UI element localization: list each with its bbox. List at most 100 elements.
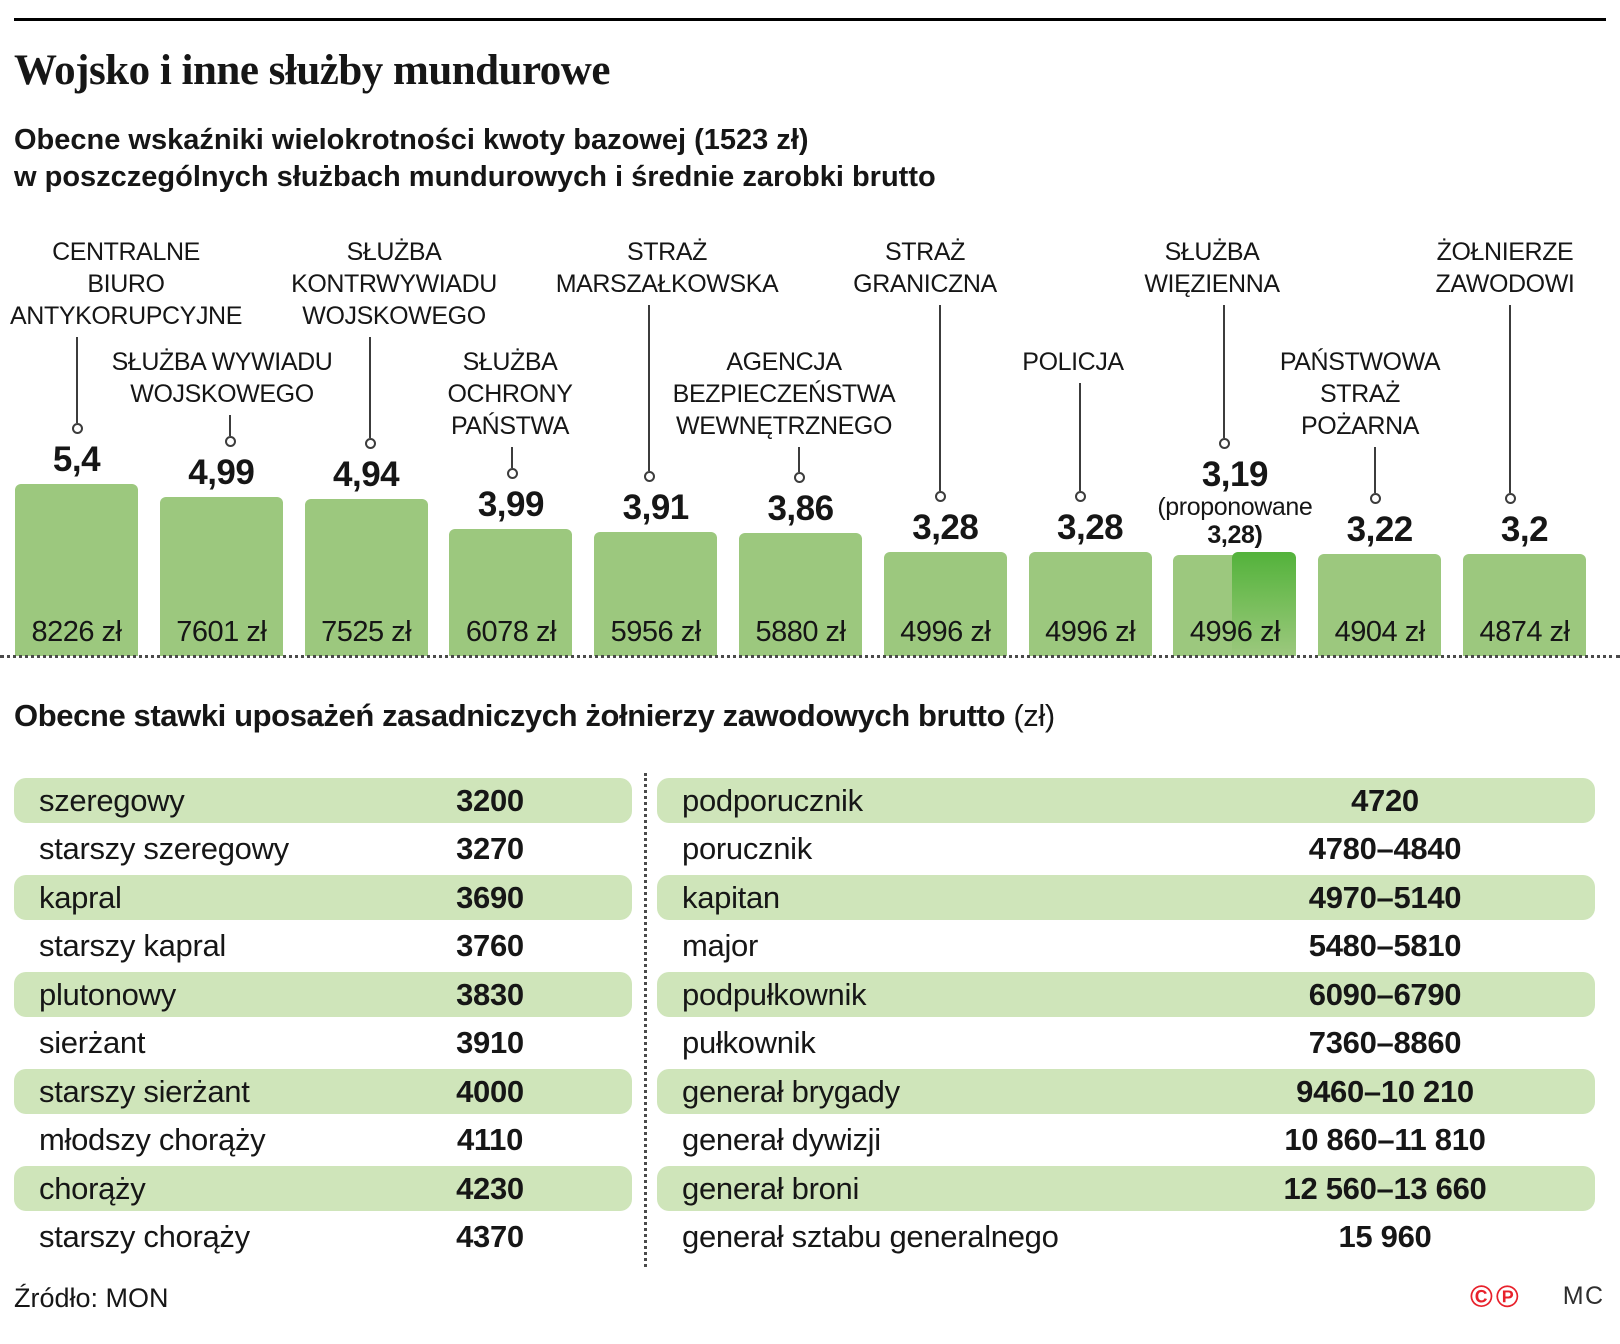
bar-category-label: PAŃSTWOWA STRAŻ POŻARNA bbox=[1279, 348, 1441, 440]
rank-label: generał sztabu generalnego bbox=[682, 1219, 1059, 1254]
table-row: kapral 3690 bbox=[14, 875, 632, 920]
leader-line bbox=[76, 337, 78, 424]
salary-table-right-column: podporucznik 4720 porucznik 4780–4840 kapita… bbox=[657, 778, 1595, 1263]
rank-amount: 12 560–13 660 bbox=[1283, 1170, 1487, 1206]
leader-dot bbox=[72, 423, 83, 435]
rank-label: starszy szeregowy bbox=[39, 831, 289, 866]
table-row: generał brygady 9460–10 210 bbox=[657, 1069, 1595, 1114]
bar-fill bbox=[739, 533, 862, 656]
rank-amount: 7360–8860 bbox=[1308, 1025, 1462, 1060]
rank-amount: 4780–4840 bbox=[1308, 831, 1462, 866]
bar-fill bbox=[1028, 551, 1152, 656]
bar-multiplier-value: 3,19 (proponowane 3,28) bbox=[1157, 454, 1313, 549]
table-row: major 5480–5810 bbox=[657, 924, 1595, 969]
bar-multiplier-value: 3,99 bbox=[477, 485, 545, 525]
leader-dot bbox=[225, 436, 236, 448]
bar-multiplier-value: 3,22 bbox=[1346, 509, 1414, 549]
chart-bar: 4904 zł bbox=[1318, 553, 1442, 656]
chart-bar: 4874 zł bbox=[1463, 554, 1586, 656]
rank-amount: 3830 bbox=[456, 976, 524, 1012]
bar-salary-label: 6078 zł bbox=[465, 615, 557, 648]
rank-label: młodszy chorąży bbox=[39, 1122, 266, 1157]
bar-salary-label: 4874 zł bbox=[1479, 615, 1570, 648]
rank-amount: 3760 bbox=[456, 928, 524, 963]
leader-line bbox=[1079, 383, 1081, 491]
table-row: szeregowy 3200 bbox=[14, 778, 632, 823]
leader-dot bbox=[1075, 490, 1086, 502]
bar-salary-label: 8226 zł bbox=[31, 615, 122, 648]
bar-category-label: SŁUŻBA WYWIADU WOJSKOWEGO bbox=[111, 348, 333, 408]
rank-amount: 3200 bbox=[456, 782, 524, 818]
leader-dot bbox=[1219, 437, 1230, 449]
chart-bar: 4996 zł bbox=[1028, 551, 1152, 656]
rank-amount: 15 960 bbox=[1338, 1219, 1432, 1254]
bar-fill bbox=[159, 497, 283, 656]
table-heading-bold: Obecne stawki uposażeń zasadniczych żołn… bbox=[14, 698, 1006, 733]
rank-label: chorąży bbox=[39, 1170, 146, 1206]
subtitle-line-1: Obecne wskaźniki wielokrotności kwoty ba… bbox=[14, 124, 809, 156]
leader-line bbox=[229, 415, 231, 437]
rank-amount: 5480–5810 bbox=[1308, 928, 1462, 963]
chart-bar: 6078 zł bbox=[449, 529, 573, 656]
bar-multiplier-value: 3,28 bbox=[1057, 507, 1124, 547]
table-heading-suffix: (zł) bbox=[1005, 698, 1055, 733]
table-row: starszy sierżant 4000 bbox=[14, 1069, 632, 1114]
bar-category-label: STRAŻ GRANICZNA bbox=[853, 238, 997, 298]
rank-amount: 4370 bbox=[456, 1219, 524, 1254]
table-row: sierżant 3910 bbox=[14, 1021, 632, 1066]
bar-fill bbox=[1463, 554, 1586, 656]
phonogram-icon: ℗ bbox=[1495, 1279, 1519, 1314]
bar-salary-label: 4904 zł bbox=[1334, 615, 1426, 648]
subtitle-line-2: w poszczególnych służbach mundurowych i … bbox=[14, 161, 936, 193]
bar-category-label: SŁUŻBA KONTRWYWIADU WOJSKOWEGO bbox=[291, 238, 497, 330]
bar-fill bbox=[304, 498, 428, 656]
chart-subtitle: Obecne wskaźniki wielokrotności kwoty ba… bbox=[14, 122, 936, 196]
table-row: młodszy chorąży 4110 bbox=[14, 1118, 632, 1163]
rank-amount: 4970–5140 bbox=[1308, 879, 1462, 915]
leader-dot bbox=[1505, 493, 1516, 505]
table-row: starszy szeregowy 3270 bbox=[14, 827, 632, 872]
bar-category-label: SŁUŻBA WIĘZIENNA bbox=[1144, 238, 1280, 298]
copyright-icon: © bbox=[1470, 1279, 1493, 1314]
bar-fill bbox=[883, 551, 1007, 656]
bar-category-label: ŻOŁNIERZE ZAWODOWI bbox=[1435, 238, 1575, 298]
leader-dot bbox=[507, 468, 518, 480]
leader-dot bbox=[935, 490, 946, 502]
bar-fill bbox=[1318, 553, 1442, 656]
table-heading: Obecne stawki uposażeń zasadniczych żołn… bbox=[14, 698, 1055, 734]
table-row: starszy kapral 3760 bbox=[14, 924, 632, 969]
author-initials: MC bbox=[1562, 1282, 1605, 1310]
rank-amount: 9460–10 210 bbox=[1296, 1073, 1474, 1109]
leader-dot bbox=[365, 437, 376, 449]
rank-amount: 6090–6790 bbox=[1308, 976, 1462, 1012]
leader-line bbox=[798, 447, 800, 473]
source-note: Źródło: MON bbox=[14, 1283, 169, 1313]
table-row: porucznik 4780–4840 bbox=[657, 827, 1595, 872]
top-rule bbox=[14, 18, 1606, 21]
bar-multiplier-value: 3,2 bbox=[1500, 510, 1549, 550]
leader-line bbox=[939, 305, 941, 491]
leader-dot bbox=[644, 470, 655, 482]
bar-multiplier-value: 3,28 bbox=[912, 507, 979, 547]
table-row: chorąży 4230 bbox=[14, 1166, 632, 1211]
rank-amount: 4230 bbox=[456, 1170, 524, 1206]
bar-multiplier-value: 4,94 bbox=[333, 454, 400, 494]
bar-salary-label: 4996 zł bbox=[1189, 615, 1281, 648]
bar-fill bbox=[594, 531, 718, 656]
leader-line bbox=[511, 447, 513, 469]
chart-bar: 7601 zł bbox=[159, 497, 283, 656]
bar-category-label: SŁUŻBA OCHRONY PAŃSTWA bbox=[447, 348, 573, 440]
rank-label: generał dywizji bbox=[682, 1122, 881, 1157]
rank-amount: 3910 bbox=[456, 1025, 524, 1060]
bar-category-label: POLICJA bbox=[1022, 348, 1124, 376]
bar-salary-label: 7525 zł bbox=[321, 615, 412, 648]
bar-category-label: STRAŻ MARSZAŁKOWSKA bbox=[555, 238, 779, 298]
table-row: starszy chorąży 4370 bbox=[14, 1215, 632, 1260]
bar-salary-label: 5956 zł bbox=[610, 615, 702, 648]
bar-multiplier-value: 3,86 bbox=[767, 489, 834, 529]
bar-salary-label: 4996 zł bbox=[900, 615, 991, 648]
table-row: podporucznik 4720 bbox=[657, 778, 1595, 823]
credits: © ℗ MC bbox=[1470, 1281, 1605, 1312]
rank-label: podporucznik bbox=[682, 782, 863, 818]
